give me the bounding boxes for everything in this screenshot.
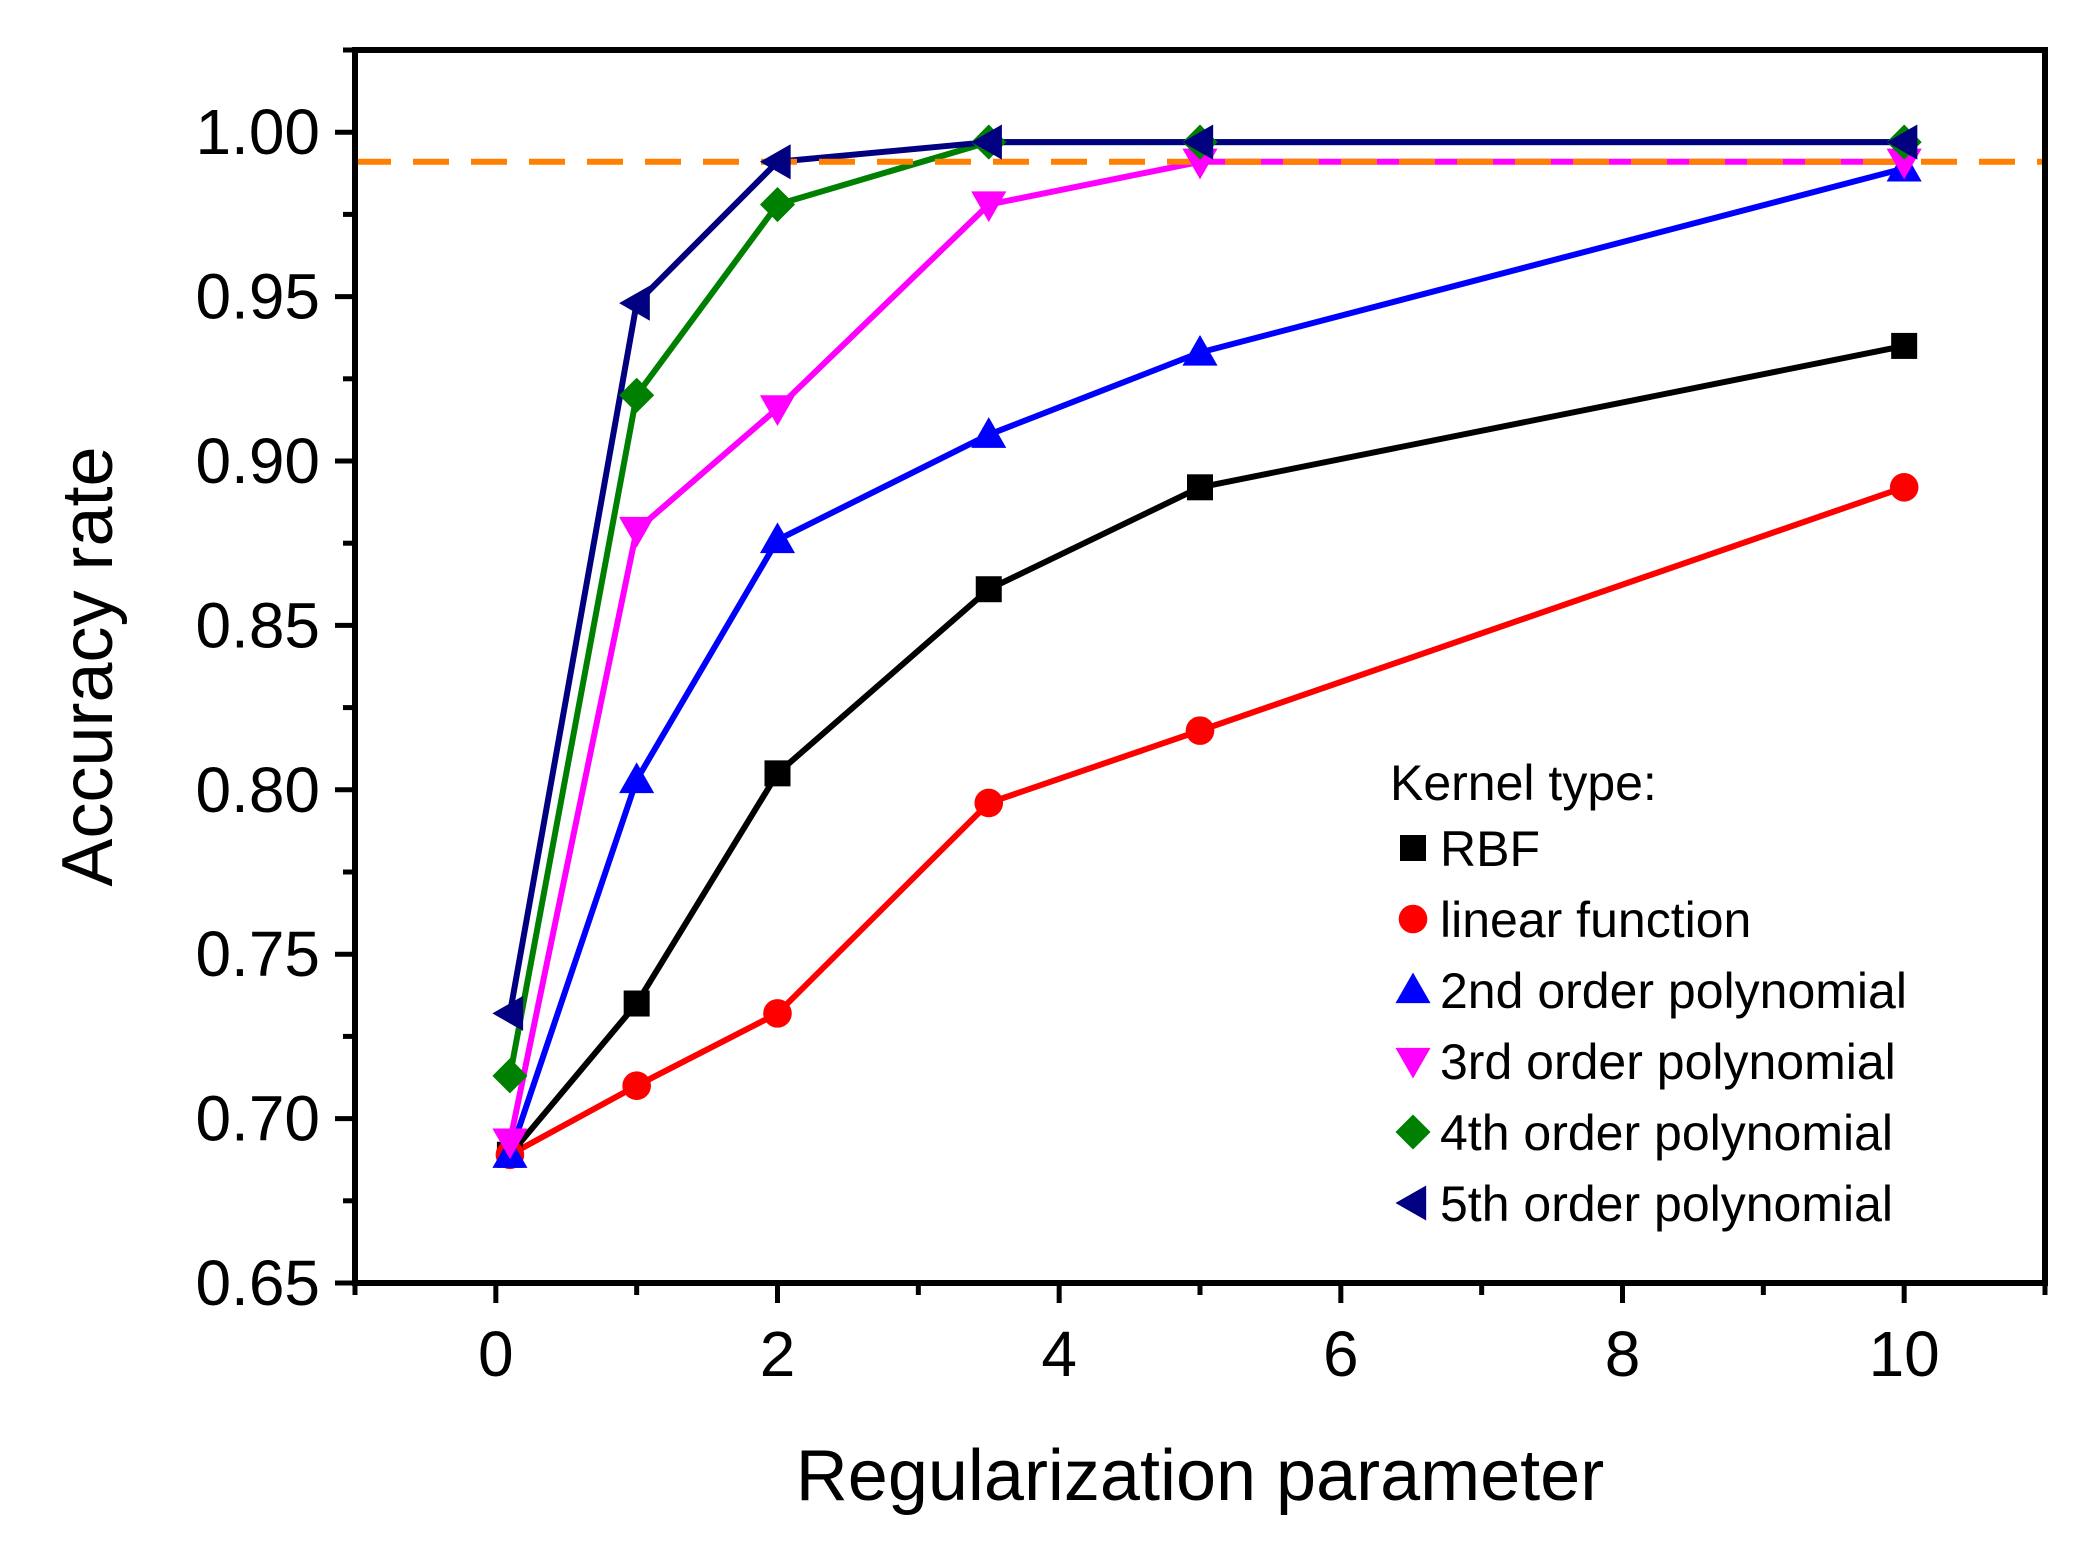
y-tick-label: 0.65	[195, 1247, 320, 1319]
data-point-series-4	[492, 1128, 528, 1160]
data-point-series-5	[492, 1058, 528, 1094]
data-point-series-4	[759, 395, 796, 426]
data-point-series-6	[492, 995, 524, 1031]
data-point-series-1	[623, 990, 650, 1017]
data-point-series-4	[619, 516, 655, 548]
data-point-series-6	[971, 124, 1002, 160]
legend-marker	[1395, 1114, 1431, 1150]
y-tick-label: 0.70	[195, 1083, 320, 1155]
data-point-series-2	[974, 788, 1004, 818]
y-tick-label: 1.00	[195, 96, 320, 168]
data-point-series-3	[759, 522, 796, 554]
data-point-series-6	[759, 144, 791, 180]
legend-label: 2nd order polynomial	[1440, 963, 1907, 1019]
y-tick-label: 0.75	[195, 918, 320, 990]
x-axis-title: Regularization parameter	[796, 1436, 1604, 1516]
data-point-series-6	[1182, 124, 1214, 160]
series-markers	[492, 124, 1922, 1170]
data-point-series-2	[1185, 716, 1215, 745]
legend-marker	[1395, 1185, 1427, 1221]
data-point-series-2	[1889, 473, 1919, 502]
y-tick-label: 0.95	[195, 261, 320, 333]
series-line-6	[506, 139, 1905, 1014]
data-point-series-5	[619, 377, 655, 413]
legend-marker	[1400, 835, 1426, 861]
x-tick-label: 8	[1605, 1318, 1641, 1390]
data-point-series-3	[1182, 334, 1218, 366]
data-point-series-2	[763, 999, 792, 1028]
data-point-series-6	[1886, 124, 1918, 160]
legend-marker	[1398, 904, 1428, 934]
x-tick-label: 10	[1869, 1318, 1940, 1390]
series-line-3	[507, 165, 1905, 1156]
y-axis-title: Accuracy rate	[48, 446, 128, 886]
data-point-series-1	[1891, 332, 1918, 359]
legend: Kernel type: RBF linear function 2nd order…	[1390, 755, 1907, 1232]
data-point-series-6	[619, 285, 650, 321]
tick-labels: 0 2 4 6 8 10 0.65 0.70 0.75 0.80 0.85 0.90 0.95 1.00	[195, 96, 1939, 1390]
x-tick-label: 4	[1041, 1318, 1077, 1390]
data-point-series-4	[971, 191, 1007, 223]
y-tick-label: 0.90	[195, 425, 320, 497]
data-point-series-3	[619, 762, 655, 794]
legend-label: RBF	[1440, 821, 1540, 877]
y-tick-label: 0.80	[195, 754, 320, 826]
y-tick-label: 0.85	[195, 589, 320, 661]
x-tick-label: 6	[1323, 1318, 1359, 1390]
legend-label: 3rd order polynomial	[1440, 1034, 1896, 1090]
data-point-series-1	[975, 576, 1002, 603]
legend-label: 4th order polynomial	[1440, 1105, 1893, 1161]
data-point-series-1	[764, 760, 791, 787]
legend-label: 5th order polynomial	[1440, 1176, 1893, 1232]
data-point-series-3	[971, 417, 1007, 448]
x-tick-label: 0	[478, 1318, 514, 1390]
legend-marker	[1395, 972, 1431, 1004]
legend-label: linear function	[1440, 892, 1751, 948]
series-line-2	[508, 484, 1906, 1158]
data-point-series-2	[622, 1071, 651, 1101]
plot-frame	[352, 47, 2048, 1286]
x-tick-label: 2	[760, 1318, 796, 1390]
legend-marker	[1395, 1047, 1431, 1079]
series-line-1	[507, 342, 1905, 1157]
data-point-series-1	[1187, 474, 1213, 501]
legend-title: Kernel type:	[1390, 755, 1657, 811]
data-point-series-5	[759, 186, 796, 223]
